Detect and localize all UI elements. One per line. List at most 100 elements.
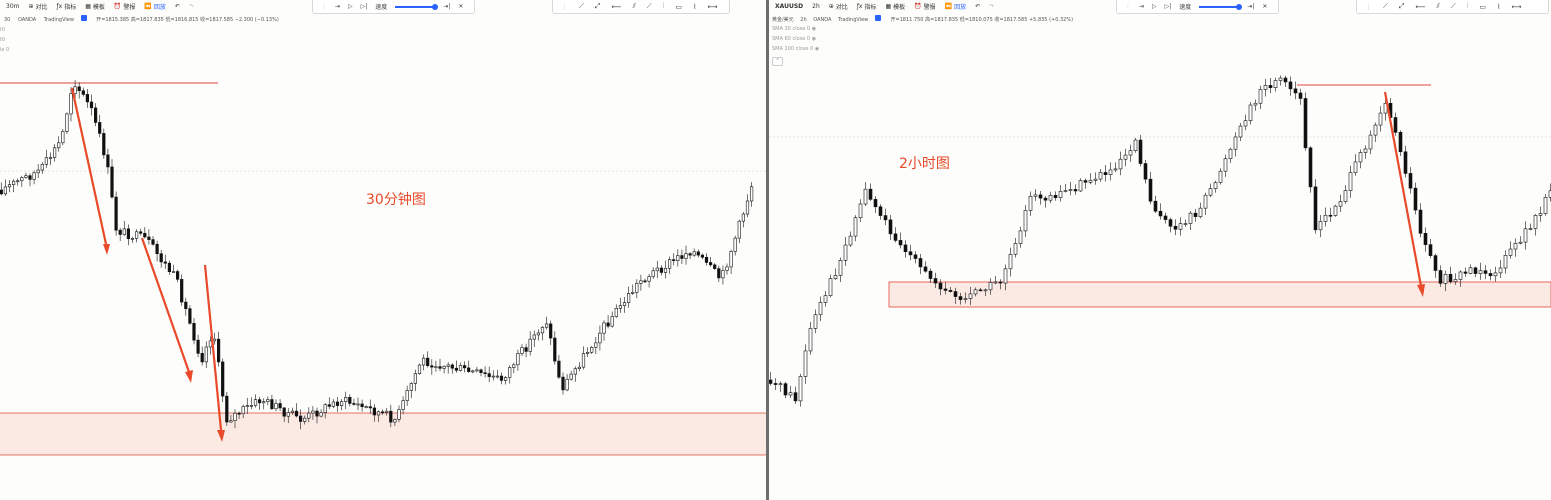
indicator-legend-sma30[interactable]: SMA 30 close 0 ◉ bbox=[772, 26, 817, 32]
candle-body bbox=[1143, 163, 1148, 180]
replay-button[interactable]: ⏪ 回放 bbox=[144, 2, 166, 11]
speed-slider[interactable] bbox=[1199, 3, 1243, 10]
templates-button[interactable]: ▦ 模板 bbox=[885, 2, 906, 11]
interval-button[interactable]: 30m bbox=[6, 2, 20, 10]
path-icon[interactable]: ⌇ bbox=[692, 2, 697, 11]
symbol-search[interactable]: XAUUSD bbox=[775, 2, 804, 10]
candle-body bbox=[700, 254, 704, 258]
visibility-eye-icon[interactable]: ◉ bbox=[811, 36, 817, 42]
candle-body bbox=[508, 367, 512, 378]
replay-button[interactable]: ⏪ 回放 bbox=[944, 2, 967, 11]
close-icon[interactable]: ✕ bbox=[458, 3, 464, 10]
candle-body bbox=[1258, 89, 1263, 104]
vertical-line-icon[interactable]: ⫶ bbox=[1466, 2, 1469, 10]
speed-label: 速度 bbox=[375, 4, 388, 11]
templates-icon: ▦ bbox=[885, 2, 892, 10]
replay-select-icon[interactable]: ⇥ bbox=[335, 3, 341, 10]
candle-body bbox=[344, 396, 348, 402]
fib-icon[interactable]: ⟋ bbox=[646, 2, 652, 10]
candle-body bbox=[1173, 225, 1178, 230]
play-icon[interactable]: ▷ bbox=[348, 3, 353, 10]
candle-body bbox=[1498, 267, 1503, 274]
candle-body bbox=[708, 262, 713, 266]
speed-slider-knob[interactable] bbox=[1236, 3, 1243, 10]
drag-handle-icon[interactable]: ⋮ bbox=[1125, 3, 1131, 10]
chart-canvas-2h[interactable] bbox=[769, 0, 1551, 500]
candle-body bbox=[813, 314, 818, 329]
candle-body bbox=[888, 219, 893, 235]
candle-body bbox=[1423, 233, 1428, 245]
horizontal-line-icon[interactable]: ⟵ bbox=[611, 2, 622, 11]
compare-button[interactable]: ⊕ 对比 bbox=[828, 2, 848, 11]
candle-body bbox=[557, 360, 561, 378]
jump-to-end-icon[interactable]: ⇥| bbox=[443, 3, 451, 10]
alert-button[interactable]: ⏰ 警报 bbox=[914, 2, 936, 11]
drag-handle-icon[interactable]: ⋮ bbox=[321, 3, 327, 10]
pane-divider[interactable] bbox=[766, 0, 769, 500]
chart-pane-2h[interactable]: XAUUSD 2h ⊕ 对比 ƒx 指标 ▦ 模板 ⏰ 警报 ⏪ 回放 ↶ ↷ 黄金/美元… bbox=[769, 0, 1551, 500]
candle-body bbox=[745, 200, 750, 215]
drag-handle-icon[interactable]: ⋮ bbox=[561, 2, 568, 11]
redo-icon[interactable]: ↷ bbox=[188, 2, 194, 10]
more-tools-icon[interactable]: ⟷ bbox=[1511, 2, 1522, 11]
candle-body bbox=[606, 322, 610, 327]
trend-line-icon[interactable]: ⟋ bbox=[579, 2, 584, 10]
candle-body bbox=[1053, 195, 1058, 198]
candle-body bbox=[848, 235, 853, 246]
replay-select-icon[interactable]: ⇥ bbox=[1139, 3, 1145, 10]
visibility-eye-icon[interactable]: ◉ bbox=[811, 26, 817, 32]
candle-body bbox=[81, 90, 85, 95]
alert-button[interactable]: ⏰ 警报 bbox=[113, 2, 136, 11]
candle-body bbox=[89, 101, 94, 109]
step-forward-icon[interactable]: ▷| bbox=[1164, 3, 1172, 10]
templates-button[interactable]: ▦ 模板 bbox=[85, 2, 105, 11]
candle-body bbox=[372, 407, 377, 416]
indicators-button[interactable]: ƒx 指标 bbox=[856, 2, 877, 11]
interval-button[interactable]: 2h bbox=[812, 2, 820, 10]
parallel-channel-icon[interactable]: ⫽ bbox=[632, 2, 636, 10]
trend-line-icon[interactable]: ⟋ bbox=[1383, 2, 1388, 10]
path-icon[interactable]: ⌇ bbox=[1496, 2, 1501, 11]
indicator-legend-sma100[interactable]: SMA 100 close 0 ◉ bbox=[772, 46, 820, 52]
candle-body bbox=[520, 347, 524, 354]
ray-icon[interactable]: ⤢ bbox=[1398, 2, 1405, 10]
candle-body bbox=[1323, 214, 1328, 222]
undo-icon[interactable]: ↶ bbox=[975, 2, 981, 10]
drag-handle-icon[interactable]: ⋮ bbox=[1365, 2, 1372, 11]
vertical-line-icon[interactable]: ⫶ bbox=[662, 2, 665, 10]
jump-to-end-icon[interactable]: ⇥| bbox=[1247, 3, 1255, 10]
indicators-button[interactable]: ƒx 指标 bbox=[56, 2, 77, 11]
candle-body bbox=[1133, 139, 1138, 151]
parallel-channel-icon[interactable]: ⫽ bbox=[1436, 2, 1440, 10]
horizontal-line-icon[interactable]: ⟵ bbox=[1415, 2, 1426, 11]
indicator-legend-2[interactable]: ŀ0 bbox=[0, 37, 5, 43]
candle-body bbox=[1293, 88, 1298, 94]
play-icon[interactable]: ▷ bbox=[1152, 3, 1157, 10]
chart-canvas-30m[interactable] bbox=[0, 0, 766, 500]
chart-pane-30m[interactable]: 30m ⊕ 对比 ƒx 指标 ▦ 模板 ⏰ 警报 ⏪ 回放 ↶ ↷ 30 OANDA Tr… bbox=[0, 0, 766, 500]
candle-body bbox=[196, 339, 200, 354]
candle-body bbox=[577, 366, 581, 369]
collapse-legend-button[interactable]: ⌃ bbox=[772, 57, 783, 66]
step-forward-icon[interactable]: ▷| bbox=[360, 3, 368, 10]
close-icon[interactable]: ✕ bbox=[1262, 3, 1268, 10]
indicator-legend-1[interactable]: ŀ0 bbox=[0, 27, 5, 33]
visibility-eye-icon[interactable]: ◉ bbox=[814, 46, 820, 52]
compare-icon: ⊕ bbox=[828, 2, 834, 10]
undo-icon[interactable]: ↶ bbox=[174, 2, 180, 10]
ray-icon[interactable]: ⤢ bbox=[594, 2, 601, 10]
redo-icon[interactable]: ↷ bbox=[989, 2, 995, 10]
rectangle-icon[interactable]: ▭ bbox=[1479, 2, 1486, 11]
fib-icon[interactable]: ⟋ bbox=[1450, 2, 1456, 10]
speed-slider-knob[interactable] bbox=[432, 3, 439, 10]
candle-body bbox=[57, 142, 61, 149]
rectangle-icon[interactable]: ▭ bbox=[675, 2, 682, 11]
candle-body bbox=[421, 357, 426, 366]
indicator-legend-3[interactable]: le 0 bbox=[0, 47, 10, 53]
speed-slider[interactable] bbox=[395, 3, 439, 10]
candle-body bbox=[278, 403, 282, 409]
candle-body bbox=[1403, 151, 1408, 174]
indicator-legend-sma60[interactable]: SMA 60 close 0 ◉ bbox=[772, 36, 817, 42]
compare-button[interactable]: ⊕ 对比 bbox=[28, 2, 48, 11]
more-tools-icon[interactable]: ⟷ bbox=[707, 2, 718, 11]
